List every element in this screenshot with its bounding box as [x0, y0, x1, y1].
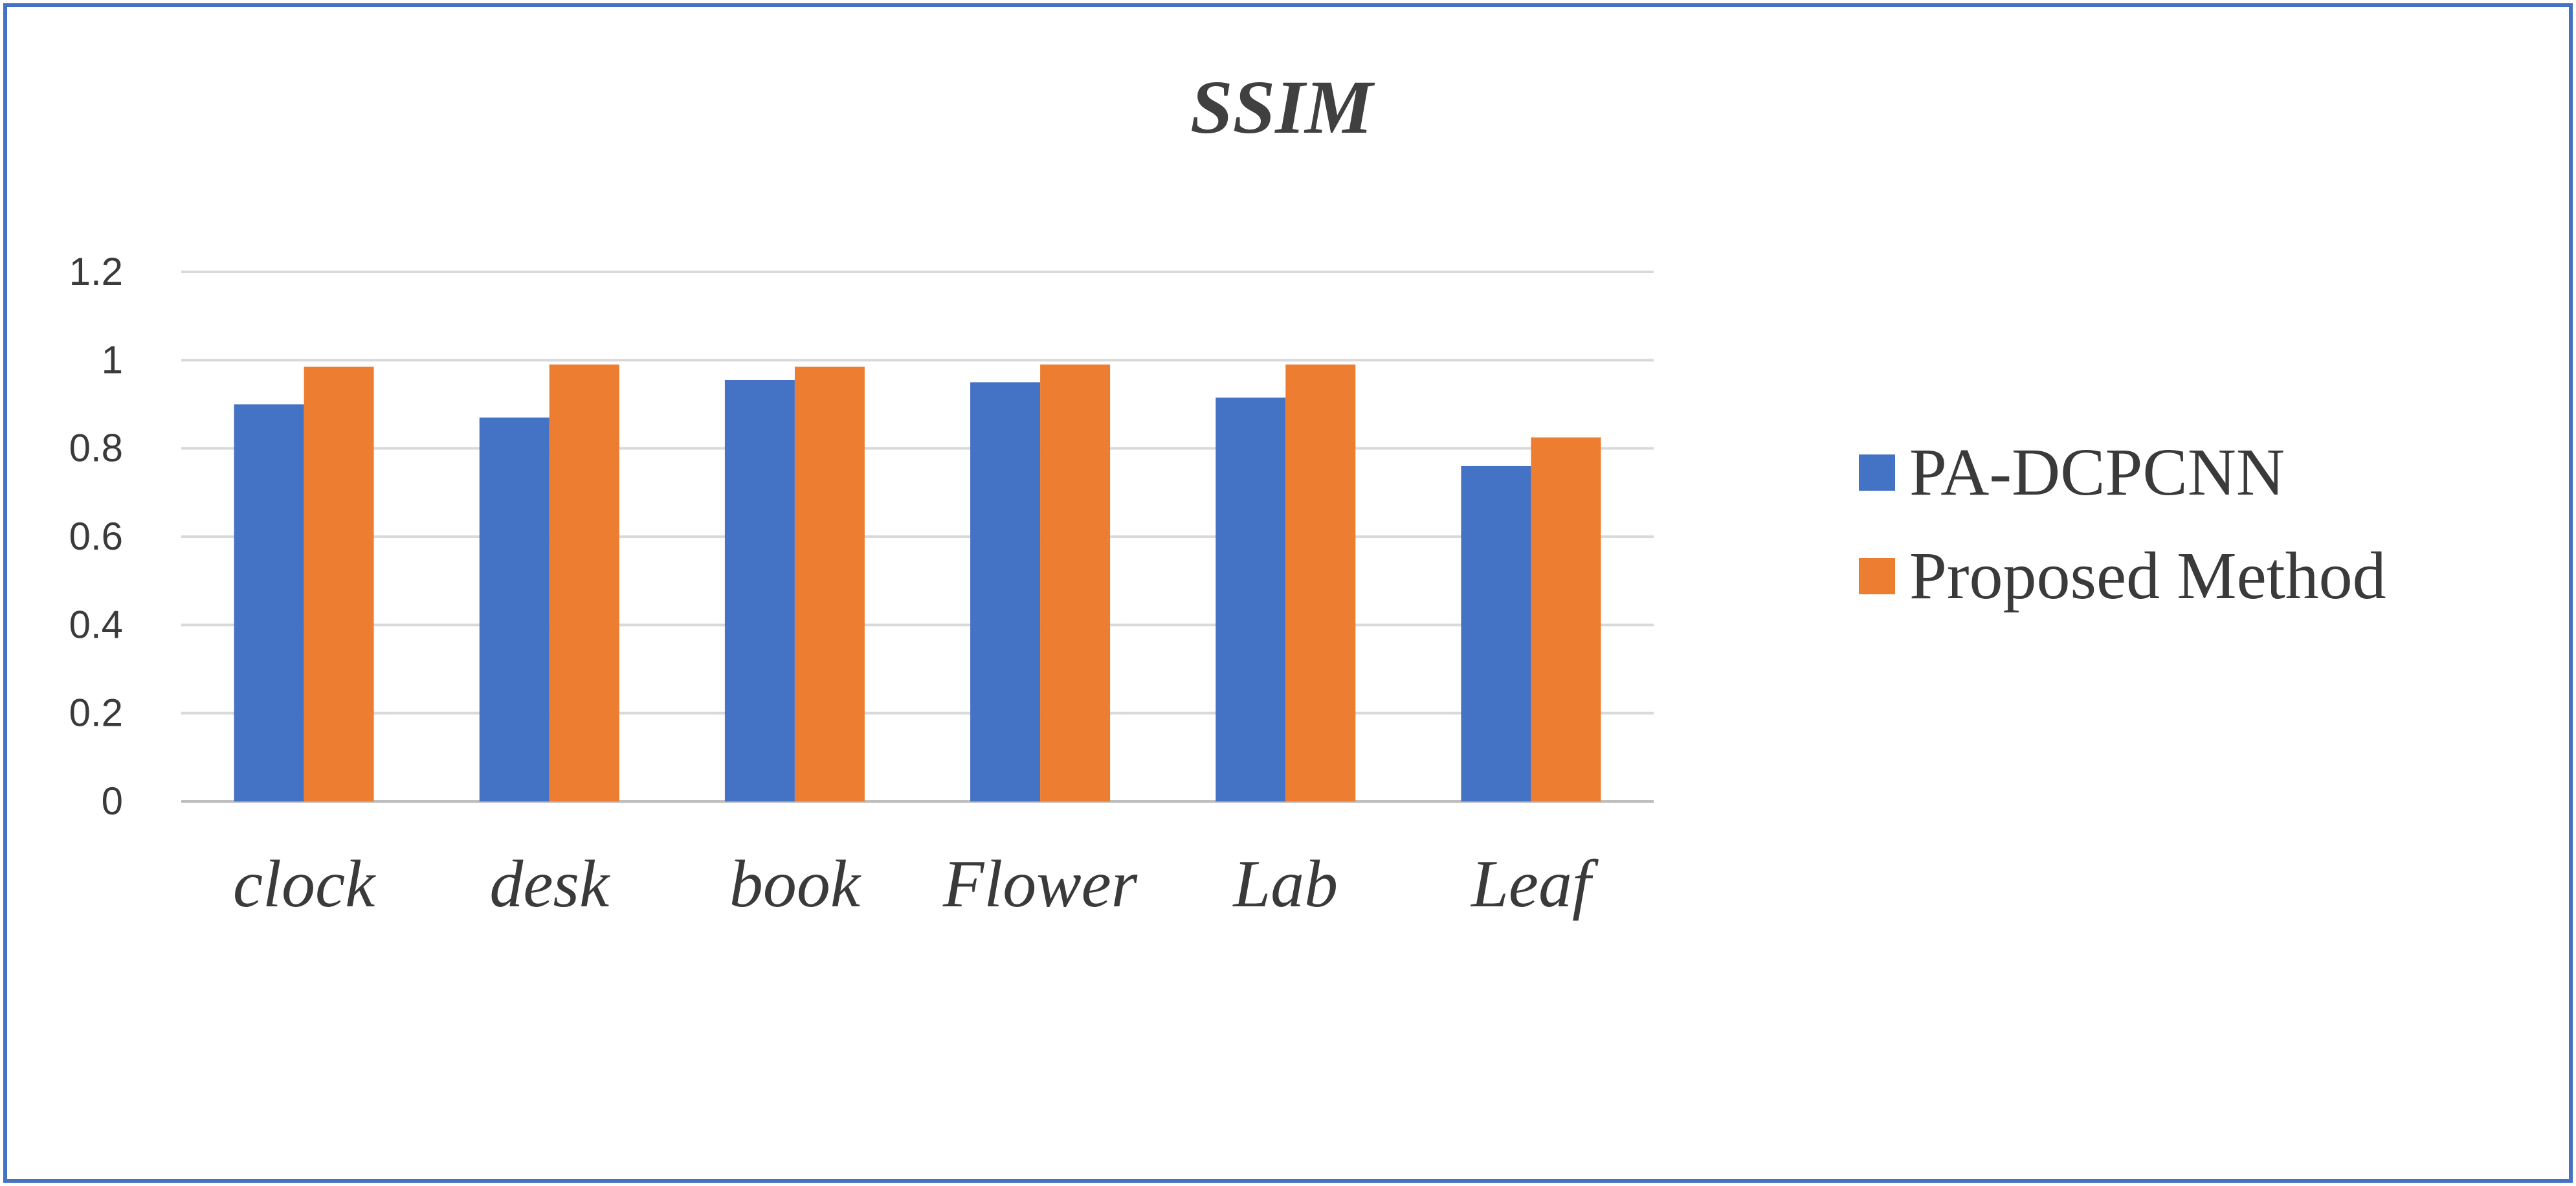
x-tick-label: Flower: [942, 847, 1138, 921]
y-tick-label: 0.6: [69, 515, 123, 558]
bar-desk-series-0: [479, 417, 550, 801]
bar-book-series-1: [794, 366, 865, 801]
bar-lab-series-0: [1216, 397, 1286, 801]
bar-flower-series-1: [1040, 364, 1111, 801]
bar-clock-series-1: [304, 366, 374, 801]
x-tick-label: Lab: [1232, 847, 1338, 921]
y-tick-label: 0.8: [69, 427, 123, 470]
y-axis-ticks: 0 0.2 0.4 0.6 0.8 1 1.2: [69, 250, 123, 823]
y-tick-label: 0.4: [69, 603, 123, 646]
legend-label: Proposed Method: [1909, 539, 2386, 613]
legend: PA-DCPCNN Proposed Method: [1859, 435, 2386, 613]
legend-label: PA-DCPCNN: [1909, 435, 2285, 509]
legend-swatch: [1859, 454, 1895, 491]
y-tick-label: 1.2: [69, 250, 123, 293]
bar-desk-series-1: [549, 364, 619, 801]
bars: [234, 364, 1601, 801]
legend-swatch: [1859, 558, 1895, 594]
x-tick-label: desk: [489, 847, 610, 921]
x-tick-label: clock: [233, 847, 376, 921]
bar-book-series-0: [724, 380, 795, 801]
y-tick-label: 0.2: [69, 691, 123, 735]
bar-leaf-series-1: [1531, 437, 1601, 801]
x-axis-ticks: clock desk book Flower Lab Leaf: [233, 847, 1599, 921]
y-tick-label: 1: [102, 338, 123, 381]
bar-clock-series-0: [234, 404, 304, 801]
y-tick-label: 0: [102, 779, 123, 823]
bar-flower-series-0: [970, 382, 1041, 801]
chart-title: SSIM: [1190, 65, 1375, 150]
x-tick-label: book: [729, 847, 861, 921]
bar-lab-series-1: [1285, 364, 1356, 801]
bar-leaf-series-0: [1461, 465, 1531, 801]
gridlines: [181, 271, 1654, 803]
x-tick-label: Leaf: [1470, 847, 1599, 921]
